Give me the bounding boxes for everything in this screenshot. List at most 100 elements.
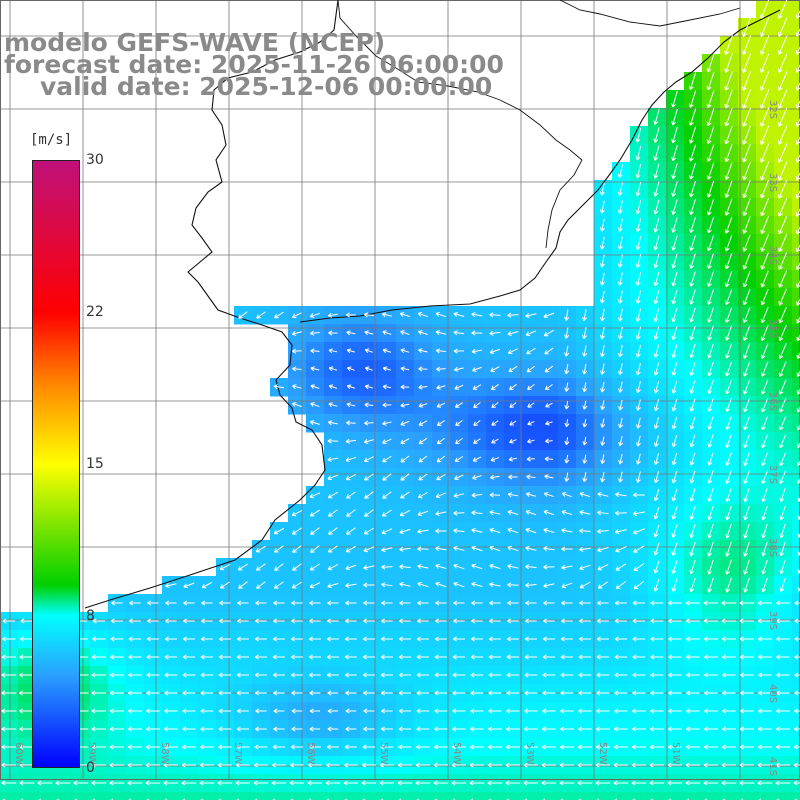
wind-arrow — [615, 563, 627, 571]
wind-arrow — [400, 455, 410, 463]
wind-cell — [270, 792, 289, 800]
wind-arrow — [165, 583, 177, 588]
wind-arrow — [775, 744, 790, 750]
lat-label: 33S — [767, 173, 778, 192]
wind-arrow — [615, 546, 627, 553]
wind-arrow — [469, 762, 485, 768]
wind-arrow — [707, 253, 715, 270]
wind-arrow — [578, 672, 592, 678]
wind-arrow — [703, 726, 718, 732]
wind-cell — [792, 558, 800, 577]
wind-arrow — [778, 343, 787, 360]
wind-arrow — [706, 180, 715, 198]
wind-arrow — [91, 654, 106, 660]
wind-arrow — [416, 672, 430, 678]
wind-cell — [54, 792, 73, 800]
wind-arrow — [618, 418, 624, 429]
wind-arrow — [127, 762, 143, 768]
wind-arrow — [491, 420, 499, 426]
wind-arrow — [544, 474, 554, 480]
wind-arrow — [649, 744, 664, 750]
wind-arrow — [689, 325, 696, 341]
wind-arrow — [775, 780, 791, 786]
wind-arrow — [472, 384, 482, 390]
wind-arrow — [578, 654, 592, 660]
wind-arrow — [776, 690, 790, 696]
wind-arrow — [671, 416, 678, 430]
wind-arrow — [545, 420, 553, 426]
wind-arrow — [471, 581, 483, 587]
wind-arrow — [91, 762, 107, 768]
wind-arrow — [761, 452, 769, 466]
wind-arrow — [527, 438, 535, 444]
wind-arrow — [724, 180, 733, 198]
wind-arrow — [617, 363, 623, 376]
wind-arrow — [527, 383, 535, 391]
wind-arrow — [742, 216, 751, 234]
wind-arrow — [309, 618, 321, 624]
wind-arrow — [617, 236, 623, 250]
wind-arrow — [508, 456, 518, 462]
wind-arrow — [509, 438, 517, 444]
wind-arrow — [2, 636, 16, 642]
wind-arrow — [253, 780, 269, 786]
wind-arrow — [435, 546, 447, 552]
wind-arrow — [237, 600, 249, 606]
wind-arrow — [363, 527, 374, 535]
wind-arrow — [382, 330, 392, 336]
wind-arrow — [146, 708, 160, 714]
wind-arrow — [564, 472, 570, 482]
lat-label: 41S — [767, 757, 778, 776]
wind-arrow — [650, 672, 664, 678]
wind-arrow — [582, 382, 588, 393]
wind-arrow — [778, 197, 788, 217]
wind-arrow — [793, 726, 800, 732]
wind-arrow — [703, 600, 719, 606]
wind-arrow — [739, 636, 754, 642]
wind-arrow — [707, 559, 714, 575]
wind-arrow — [635, 381, 641, 394]
wind-arrow — [689, 199, 696, 216]
wind-cell — [324, 792, 343, 800]
wind-arrow — [686, 708, 700, 714]
wind-arrow — [127, 690, 142, 696]
wind-arrow — [327, 438, 339, 444]
wind-arrow — [290, 636, 303, 642]
wind-arrow — [724, 89, 733, 109]
wind-arrow — [238, 581, 248, 589]
wind-arrow — [653, 362, 660, 376]
wind-arrow — [796, 315, 800, 324]
wind-arrow — [55, 780, 71, 786]
wind-arrow — [707, 343, 714, 359]
wind-cell — [612, 792, 631, 800]
wind-arrow — [454, 366, 464, 372]
wind-arrow — [777, 53, 788, 73]
wind-cell — [792, 144, 800, 163]
wind-arrow — [671, 380, 678, 394]
wind-arrow — [109, 726, 125, 732]
wind-arrow — [507, 510, 519, 515]
wind-arrow — [561, 509, 573, 516]
wind-arrow — [434, 636, 447, 642]
wind-arrow — [543, 492, 554, 498]
wind-arrow — [309, 708, 321, 714]
wind-arrow — [724, 271, 733, 288]
wind-arrow — [434, 690, 448, 696]
wind-arrow — [671, 308, 678, 323]
wind-arrow — [526, 347, 536, 355]
wind-arrow — [725, 343, 733, 359]
wind-arrow — [291, 312, 302, 319]
wind-arrow — [363, 312, 374, 318]
wind-cell — [378, 792, 397, 800]
wind-arrow — [724, 216, 733, 234]
wind-arrow — [327, 690, 339, 696]
wind-arrow — [417, 564, 429, 570]
wind-arrow — [779, 488, 786, 503]
wind-arrow — [256, 563, 266, 571]
wind-arrow — [344, 762, 358, 768]
lon-label: 60W — [13, 742, 24, 765]
wind-arrow — [794, 618, 800, 624]
wind-arrow — [742, 289, 751, 306]
wind-arrow — [507, 348, 518, 355]
wind-arrow — [635, 272, 642, 286]
